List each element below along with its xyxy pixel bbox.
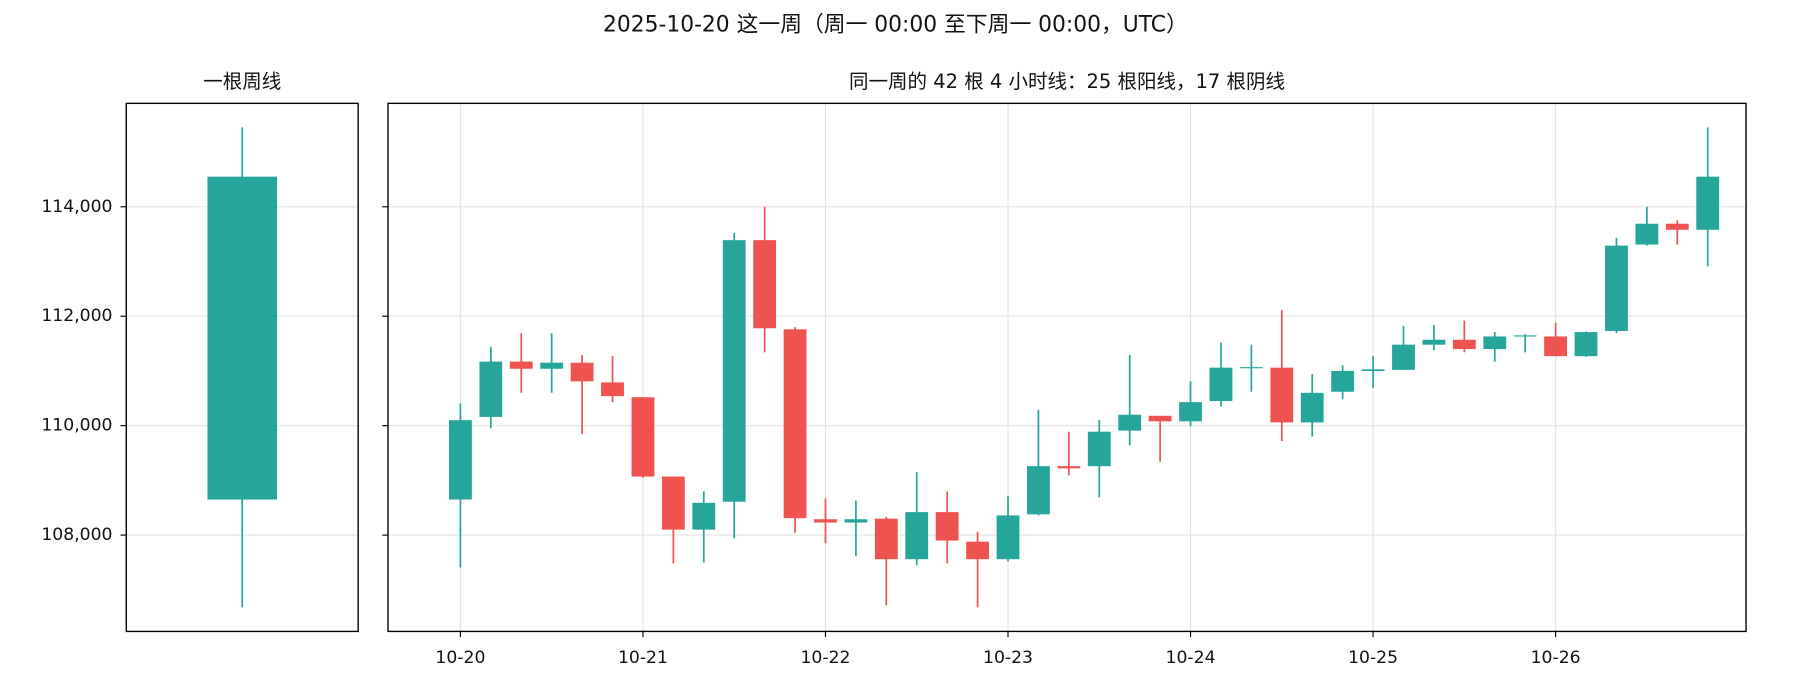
y-tick-label: 114,000 (41, 197, 112, 217)
x-tick-label: 10-22 (800, 648, 850, 668)
candle-body (631, 397, 655, 477)
candle-body (753, 240, 777, 329)
candle-body (1087, 431, 1111, 467)
x-tick-label: 10-23 (983, 648, 1033, 668)
candle-body (1605, 245, 1628, 331)
candle-body (692, 502, 716, 530)
candle-body (1027, 466, 1050, 515)
candle-body (1361, 369, 1385, 371)
candle-body (1635, 223, 1659, 245)
candle-body (966, 541, 989, 560)
panel-title: 同一周的 42 根 4 小时线：25 根阳线，17 根阴线 (849, 70, 1285, 93)
candle-body (570, 362, 594, 382)
candle-body (207, 176, 278, 500)
candle-body (1513, 335, 1537, 337)
candle-body (1483, 336, 1507, 350)
x-tick-label: 10-21 (618, 648, 668, 668)
candle-body (874, 518, 898, 560)
candle-body (661, 476, 685, 530)
candle-body (1696, 176, 1720, 230)
candle-body (783, 329, 807, 519)
candle-body (905, 512, 929, 560)
candle-body (844, 519, 868, 523)
y-tick-label: 110,000 (41, 416, 112, 436)
candle-body (1665, 223, 1689, 230)
candle-body (1452, 339, 1476, 350)
candle-body (479, 361, 503, 417)
candle-body (1574, 332, 1598, 357)
candle-body (1270, 367, 1294, 423)
candle-body (1422, 339, 1446, 345)
suptitle: 2025-10-20 这一周（周一 00:00 至下周一 00:00，UTC） (603, 12, 1188, 37)
candle-body (722, 240, 746, 502)
candle-body (509, 361, 533, 369)
candle-body (1331, 370, 1355, 392)
candle-body (814, 519, 837, 523)
candle-body (540, 362, 564, 369)
candle-body (1057, 466, 1081, 469)
candle-body (935, 512, 959, 541)
candle-body (449, 420, 472, 500)
candle-body (601, 382, 624, 397)
candle-body (1148, 415, 1172, 422)
x-tick-label: 10-24 (1166, 648, 1216, 668)
y-tick-label: 108,000 (41, 525, 112, 545)
panel-title: 一根周线 (203, 70, 281, 93)
candle-body (1179, 402, 1202, 422)
x-tick-label: 10-20 (435, 648, 485, 668)
candle-body (1300, 392, 1324, 423)
x-tick-label: 10-25 (1348, 648, 1398, 668)
plot-frame (387, 102, 1747, 633)
candle-body (1544, 336, 1568, 357)
candle-body (1209, 367, 1233, 402)
candle-body (1239, 367, 1263, 369)
x-tick-label: 10-26 (1531, 648, 1581, 668)
candle-body (1118, 414, 1142, 431)
y-tick-label: 112,000 (41, 306, 112, 326)
plot-frame (125, 102, 359, 633)
candle-body (996, 515, 1020, 560)
candle-body (1392, 344, 1415, 370)
